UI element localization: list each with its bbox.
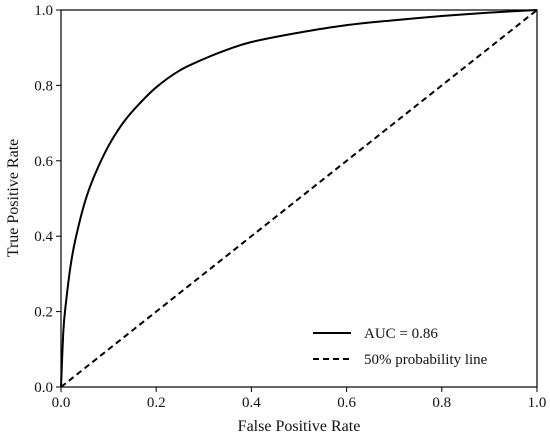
legend-label-auc: AUC = 0.86 (364, 326, 438, 342)
y-axis-label: True Positive Rate (5, 139, 22, 258)
x-tick-label: 0.0 (52, 395, 71, 411)
roc-curve-line (60, 9, 538, 388)
legend: AUC = 0.86 50% probability line (313, 326, 488, 368)
x-tick-label: 1.0 (528, 395, 547, 411)
x-tick-label: 0.8 (432, 395, 451, 411)
y-tick-label: 0.0 (34, 380, 53, 396)
y-tick-label: 0.4 (34, 229, 53, 245)
y-tick-label: 0.2 (34, 305, 53, 321)
x-tick-label: 0.6 (337, 395, 356, 411)
x-axis-ticks: 0.0 0.2 0.4 0.6 0.8 1.0 (52, 387, 547, 411)
y-tick-label: 0.8 (34, 78, 53, 94)
y-tick-label: 1.0 (34, 3, 53, 19)
series-layer (60, 9, 538, 388)
y-tick-label: 0.6 (34, 154, 53, 170)
y-axis-ticks: 0.0 0.2 0.4 0.6 0.8 1.0 (34, 3, 61, 396)
legend-label-probability-line: 50% probability line (364, 352, 488, 368)
x-axis-label: False Positive Rate (238, 418, 361, 435)
probability-diagonal-line (60, 9, 538, 388)
x-tick-label: 0.4 (242, 395, 261, 411)
x-tick-label: 0.2 (147, 395, 166, 411)
